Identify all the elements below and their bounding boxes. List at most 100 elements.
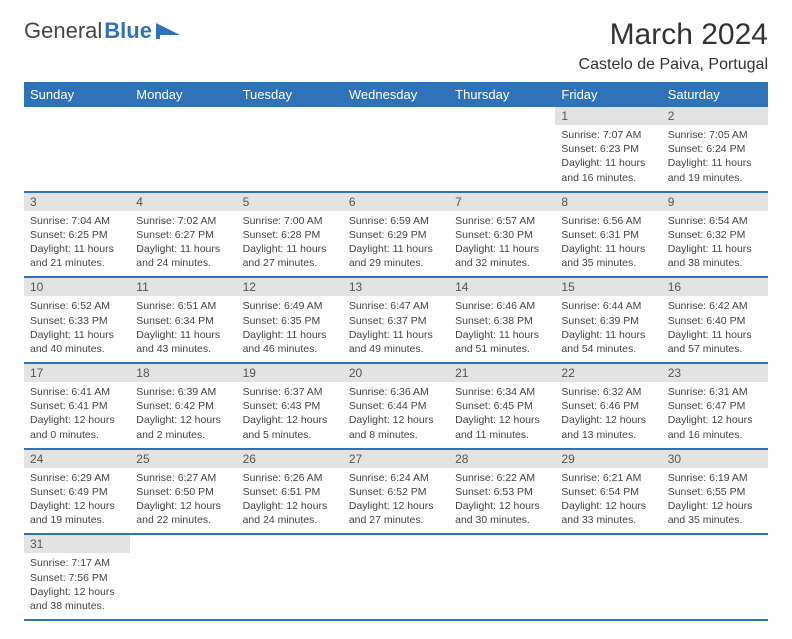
day-number [449, 534, 555, 553]
day-number [24, 107, 130, 125]
day-details: Sunrise: 6:32 AMSunset: 6:46 PMDaylight:… [555, 382, 661, 449]
day-number [343, 107, 449, 125]
day-number: 17 [24, 363, 130, 382]
day-details: Sunrise: 6:56 AMSunset: 6:31 PMDaylight:… [555, 211, 661, 278]
day-details: Sunrise: 7:02 AMSunset: 6:27 PMDaylight:… [130, 211, 236, 278]
day-number: 31 [24, 534, 130, 553]
logo: GeneralBlue [24, 18, 182, 44]
day-details: Sunrise: 6:27 AMSunset: 6:50 PMDaylight:… [130, 468, 236, 535]
day-detail-row: Sunrise: 6:52 AMSunset: 6:33 PMDaylight:… [24, 296, 768, 363]
day-details [449, 125, 555, 192]
day-number: 11 [130, 277, 236, 296]
day-number [130, 107, 236, 125]
day-details: Sunrise: 6:37 AMSunset: 6:43 PMDaylight:… [237, 382, 343, 449]
day-detail-row: Sunrise: 7:04 AMSunset: 6:25 PMDaylight:… [24, 211, 768, 278]
day-number: 14 [449, 277, 555, 296]
day-details [237, 125, 343, 192]
day-detail-row: Sunrise: 7:07 AMSunset: 6:23 PMDaylight:… [24, 125, 768, 192]
logo-flag-icon [156, 21, 182, 41]
day-details: Sunrise: 6:42 AMSunset: 6:40 PMDaylight:… [662, 296, 768, 363]
day-number: 19 [237, 363, 343, 382]
logo-text-blue: Blue [104, 18, 152, 44]
day-number: 28 [449, 449, 555, 468]
day-details: Sunrise: 6:36 AMSunset: 6:44 PMDaylight:… [343, 382, 449, 449]
day-number: 10 [24, 277, 130, 296]
day-number-row: 3456789 [24, 192, 768, 211]
weekday-header-row: SundayMondayTuesdayWednesdayThursdayFrid… [24, 82, 768, 107]
day-details: Sunrise: 6:21 AMSunset: 6:54 PMDaylight:… [555, 468, 661, 535]
day-details [555, 553, 661, 620]
day-number [662, 534, 768, 553]
day-detail-row: Sunrise: 6:41 AMSunset: 6:41 PMDaylight:… [24, 382, 768, 449]
day-details: Sunrise: 6:24 AMSunset: 6:52 PMDaylight:… [343, 468, 449, 535]
day-number: 8 [555, 192, 661, 211]
day-details: Sunrise: 6:39 AMSunset: 6:42 PMDaylight:… [130, 382, 236, 449]
day-number: 23 [662, 363, 768, 382]
day-number: 16 [662, 277, 768, 296]
day-details [130, 553, 236, 620]
day-details: Sunrise: 6:59 AMSunset: 6:29 PMDaylight:… [343, 211, 449, 278]
day-number: 9 [662, 192, 768, 211]
day-detail-row: Sunrise: 7:17 AMSunset: 7:56 PMDaylight:… [24, 553, 768, 620]
day-number: 12 [237, 277, 343, 296]
day-number: 7 [449, 192, 555, 211]
day-details [237, 553, 343, 620]
day-number: 2 [662, 107, 768, 125]
day-number [343, 534, 449, 553]
day-number-row: 17181920212223 [24, 363, 768, 382]
day-number: 3 [24, 192, 130, 211]
day-number: 24 [24, 449, 130, 468]
day-number: 27 [343, 449, 449, 468]
weekday-header: Tuesday [237, 82, 343, 107]
day-details: Sunrise: 6:52 AMSunset: 6:33 PMDaylight:… [24, 296, 130, 363]
day-details [449, 553, 555, 620]
day-details: Sunrise: 6:54 AMSunset: 6:32 PMDaylight:… [662, 211, 768, 278]
day-details: Sunrise: 6:49 AMSunset: 6:35 PMDaylight:… [237, 296, 343, 363]
day-details: Sunrise: 7:04 AMSunset: 6:25 PMDaylight:… [24, 211, 130, 278]
title-block: March 2024 Castelo de Paiva, Portugal [579, 18, 768, 74]
weekday-header: Saturday [662, 82, 768, 107]
day-details: Sunrise: 6:26 AMSunset: 6:51 PMDaylight:… [237, 468, 343, 535]
day-details: Sunrise: 6:47 AMSunset: 6:37 PMDaylight:… [343, 296, 449, 363]
day-detail-row: Sunrise: 6:29 AMSunset: 6:49 PMDaylight:… [24, 468, 768, 535]
day-number: 15 [555, 277, 661, 296]
day-details: Sunrise: 6:51 AMSunset: 6:34 PMDaylight:… [130, 296, 236, 363]
day-details: Sunrise: 6:46 AMSunset: 6:38 PMDaylight:… [449, 296, 555, 363]
day-number: 21 [449, 363, 555, 382]
day-details: Sunrise: 6:22 AMSunset: 6:53 PMDaylight:… [449, 468, 555, 535]
day-number [130, 534, 236, 553]
weekday-header: Monday [130, 82, 236, 107]
day-details [343, 553, 449, 620]
day-details: Sunrise: 6:41 AMSunset: 6:41 PMDaylight:… [24, 382, 130, 449]
day-number: 25 [130, 449, 236, 468]
weekday-header: Wednesday [343, 82, 449, 107]
day-details: Sunrise: 6:44 AMSunset: 6:39 PMDaylight:… [555, 296, 661, 363]
day-number: 4 [130, 192, 236, 211]
day-details: Sunrise: 7:07 AMSunset: 6:23 PMDaylight:… [555, 125, 661, 192]
day-number [449, 107, 555, 125]
day-number [555, 534, 661, 553]
day-details [24, 125, 130, 192]
day-details [343, 125, 449, 192]
day-details: Sunrise: 6:31 AMSunset: 6:47 PMDaylight:… [662, 382, 768, 449]
day-number: 29 [555, 449, 661, 468]
month-title: March 2024 [579, 18, 768, 52]
day-details [662, 553, 768, 620]
day-number: 18 [130, 363, 236, 382]
day-details: Sunrise: 7:00 AMSunset: 6:28 PMDaylight:… [237, 211, 343, 278]
day-details: Sunrise: 6:19 AMSunset: 6:55 PMDaylight:… [662, 468, 768, 535]
logo-text-general: General [24, 18, 102, 44]
day-number: 1 [555, 107, 661, 125]
header: GeneralBlue March 2024 Castelo de Paiva,… [24, 18, 768, 74]
day-details: Sunrise: 6:29 AMSunset: 6:49 PMDaylight:… [24, 468, 130, 535]
day-number-row: 10111213141516 [24, 277, 768, 296]
day-number: 13 [343, 277, 449, 296]
day-details: Sunrise: 7:17 AMSunset: 7:56 PMDaylight:… [24, 553, 130, 620]
day-number: 5 [237, 192, 343, 211]
day-details [130, 125, 236, 192]
weekday-header: Sunday [24, 82, 130, 107]
day-number: 26 [237, 449, 343, 468]
day-details: Sunrise: 6:57 AMSunset: 6:30 PMDaylight:… [449, 211, 555, 278]
day-number-row: 12 [24, 107, 768, 125]
day-number [237, 107, 343, 125]
